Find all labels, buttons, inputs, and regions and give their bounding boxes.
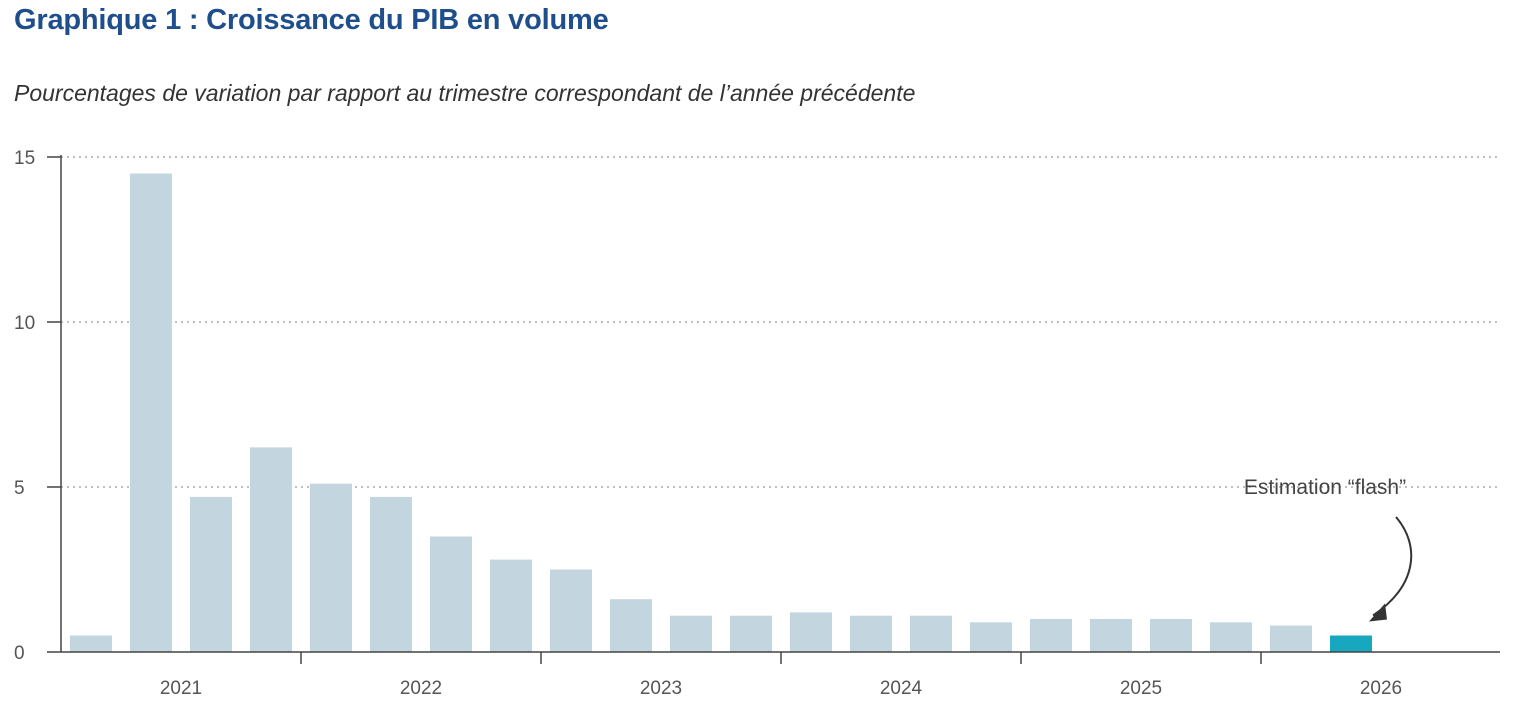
bar xyxy=(610,599,652,652)
bar xyxy=(70,635,112,652)
bar xyxy=(490,559,532,652)
annotation-arrow xyxy=(1372,516,1413,617)
bar xyxy=(670,615,712,652)
x-tick-label: 2021 xyxy=(160,678,202,699)
bar xyxy=(1150,619,1192,652)
bar-highlight xyxy=(1330,635,1372,652)
bar xyxy=(1270,625,1312,652)
chart-subtitle: Pourcentages de variation par rapport au… xyxy=(14,80,916,106)
bar xyxy=(850,615,892,652)
bar xyxy=(1210,622,1252,652)
bar xyxy=(910,615,952,652)
bar xyxy=(1090,619,1132,652)
bar xyxy=(970,622,1012,652)
bar xyxy=(370,496,412,652)
y-tick-label: 5 xyxy=(14,478,25,499)
bar xyxy=(310,483,352,652)
bar xyxy=(1030,619,1072,652)
y-tick-label: 15 xyxy=(14,148,35,169)
x-tick-label: 2024 xyxy=(880,678,923,699)
y-tick-label: 0 xyxy=(14,643,25,664)
annotation-label: Estimation “flash” xyxy=(1244,476,1406,499)
bar xyxy=(730,615,772,652)
bar xyxy=(250,447,292,652)
annotation-arrowhead xyxy=(1369,603,1387,622)
bar xyxy=(130,173,172,652)
chart-title: Graphique 1 : Croissance du PIB en volum… xyxy=(14,4,609,36)
x-tick-label: 2023 xyxy=(640,678,682,699)
bar xyxy=(430,536,472,652)
y-tick-label: 10 xyxy=(14,313,35,334)
x-tick-label: 2026 xyxy=(1360,678,1402,699)
x-tick-label: 2022 xyxy=(400,678,442,699)
bar xyxy=(790,612,832,652)
x-tick-label: 2025 xyxy=(1120,678,1162,699)
bar xyxy=(550,569,592,652)
bar xyxy=(190,496,232,652)
